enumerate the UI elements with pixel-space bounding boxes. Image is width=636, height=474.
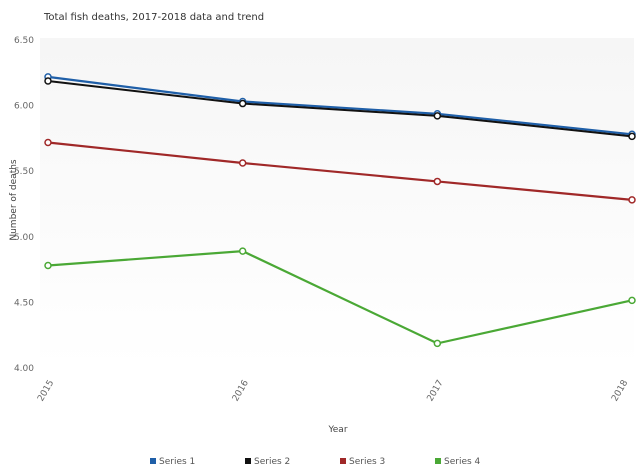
legend-label: Series 3 [349,457,385,467]
legend: Series 1 Series 2 Series 3 Series 4 [150,457,481,467]
series-line [47,141,633,201]
y-axis-label: Number of deaths [9,159,19,241]
data-point [433,177,442,186]
data-point [44,77,52,85]
legend-label: Series 4 [444,457,481,467]
x-ticks: 2015 2016 2017 2018 [36,378,630,403]
legend-swatch [435,458,441,464]
legend-swatch [340,458,346,464]
series-layer [44,73,636,348]
x-tick-label: 2018 [610,378,630,403]
legend-swatch [150,458,156,464]
legend-label: Series 1 [159,457,195,467]
y-tick-label: 5.00 [14,233,34,243]
data-point [628,132,636,141]
y-tick-label: 4.50 [14,298,34,308]
data-point [44,138,52,147]
data-point [238,99,247,108]
legend-swatch [245,458,251,464]
y-tick-label: 5.50 [14,167,34,177]
y-tick-label: 4.00 [14,364,34,374]
legend-label: Series 2 [254,457,290,467]
data-point [433,339,442,348]
data-point [238,247,247,255]
plot-background [40,38,634,368]
x-tick-label: 2016 [231,378,251,403]
data-point [238,159,247,167]
data-point [628,196,636,204]
x-tick-label: 2015 [36,379,56,404]
y-ticks: 6.50 6.00 5.50 5.00 4.50 4.00 [14,36,34,374]
series-line [47,80,633,138]
series-line [47,250,633,345]
data-point [433,112,442,120]
y-tick-label: 6.00 [14,102,34,112]
x-axis-label: Year [327,425,347,435]
x-tick-label: 2017 [426,379,446,404]
data-point [44,261,52,270]
y-tick-label: 6.50 [14,36,34,46]
chart-title: Total fish deaths, 2017-2018 data and tr… [43,12,264,23]
series-line [47,75,633,136]
data-point [628,296,636,305]
